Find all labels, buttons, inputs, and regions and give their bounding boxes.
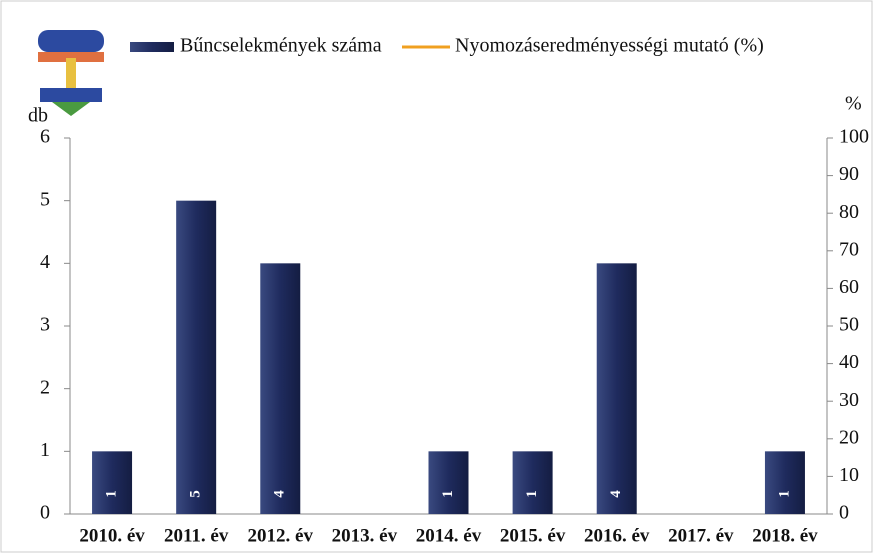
x-tick-label: 2013. év xyxy=(332,525,398,546)
value-label: 1 xyxy=(524,490,540,498)
y2-tick-label: 60 xyxy=(839,276,859,298)
logo xyxy=(38,30,104,116)
bar xyxy=(428,451,469,514)
y2-tick-label: 90 xyxy=(839,163,859,185)
value-label: 5 xyxy=(188,490,204,498)
y2-axis-label: % xyxy=(845,93,862,115)
x-tick-label: 2017. év xyxy=(668,525,734,546)
value-label: 4 xyxy=(608,490,624,498)
x-tick-label: 2010. év xyxy=(79,525,145,546)
x-tick-label: 2011. év xyxy=(164,525,229,546)
x-tick-label: 2014. év xyxy=(416,525,482,546)
y-tick-label: 0 xyxy=(40,502,50,524)
x-tick-label: 2012. év xyxy=(248,525,314,546)
y-tick-label: 5 xyxy=(40,188,50,210)
x-tick-label: 2016. év xyxy=(584,525,650,546)
y2-tick-label: 70 xyxy=(839,238,859,260)
value-label: 1 xyxy=(776,490,792,498)
legend-label: Bűncselekmények száma xyxy=(180,35,382,57)
y-tick-label: 6 xyxy=(40,126,50,148)
y-tick-label: 3 xyxy=(40,314,50,336)
bar xyxy=(764,451,805,514)
bar xyxy=(176,200,217,514)
bar xyxy=(92,451,133,514)
x-tick-label: 2018. év xyxy=(752,525,818,546)
legend-swatch xyxy=(130,42,174,52)
y2-tick-label: 10 xyxy=(839,464,859,486)
y2-tick-label: 20 xyxy=(839,426,859,448)
y-axis-label: db xyxy=(28,105,48,127)
bar xyxy=(596,263,637,514)
x-tick-label: 2015. év xyxy=(500,525,566,546)
y2-tick-label: 30 xyxy=(839,389,859,411)
y-tick-label: 4 xyxy=(40,251,50,273)
value-label: 4 xyxy=(272,490,288,498)
legend-label: Nyomozáseredményességi mutató (%) xyxy=(455,35,764,57)
y-tick-label: 1 xyxy=(40,439,50,461)
y2-tick-label: 0 xyxy=(839,502,849,524)
value-label: 1 xyxy=(103,490,119,498)
y2-tick-label: 80 xyxy=(839,201,859,223)
bar xyxy=(512,451,553,514)
y-tick-label: 2 xyxy=(40,376,50,398)
value-label: 1 xyxy=(440,490,456,498)
y2-tick-label: 100 xyxy=(839,126,869,148)
bar xyxy=(260,263,301,514)
y2-tick-label: 50 xyxy=(839,314,859,336)
y2-tick-label: 40 xyxy=(839,351,859,373)
